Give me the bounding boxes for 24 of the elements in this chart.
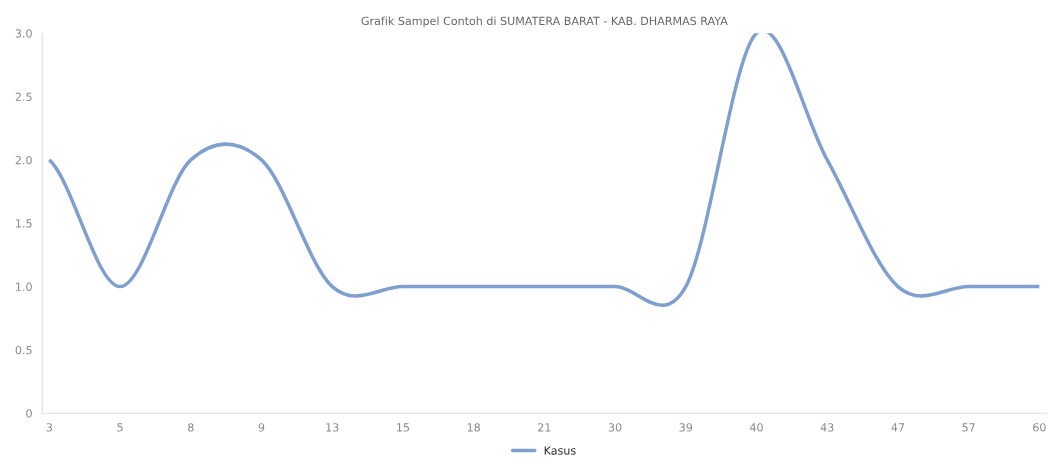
x-tick-label: 39 [679, 423, 693, 432]
x-tick-label: 8 [188, 423, 194, 432]
y-tick-label: 0 [26, 409, 32, 418]
x-tick-label: 13 [326, 423, 339, 432]
x-tick-label: 18 [467, 423, 480, 432]
y-tick-label: 1.5 [16, 219, 32, 228]
y-tick-label: 2.0 [15, 155, 32, 165]
y-tick-label: 0.5 [15, 345, 32, 355]
x-tick-label: 5 [117, 423, 123, 432]
x-tick-label: 60 [1033, 423, 1046, 432]
x-tick-label: 15 [397, 423, 410, 432]
x-tick-label: 30 [608, 423, 622, 432]
x-tick-label: 47 [891, 423, 905, 432]
y-tick-label: 3.0 [15, 29, 32, 38]
y-tick-label: 2.5 [15, 92, 32, 101]
y-tick-label: 1.0 [16, 282, 32, 291]
chart-title: Grafik Sampel Contoh di SUMATERA BARAT - KAB. DHARMAS RAYA [361, 16, 728, 28]
x-tick-label: 43 [820, 423, 834, 432]
legend-label: Kasus [544, 446, 576, 455]
x-tick-label: 57 [962, 423, 975, 432]
x-tick-label: 21 [538, 423, 551, 432]
x-tick-label: 9 [258, 423, 265, 432]
x-tick-label: 3 [46, 423, 52, 432]
x-tick-label: 40 [749, 423, 763, 432]
